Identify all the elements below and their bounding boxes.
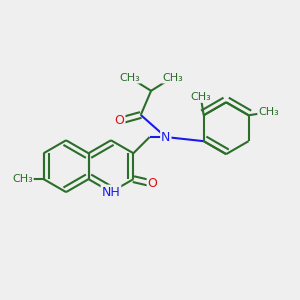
Text: CH₃: CH₃ bbox=[162, 73, 183, 82]
Text: O: O bbox=[115, 114, 124, 127]
Text: N: N bbox=[161, 130, 170, 143]
Text: O: O bbox=[148, 177, 158, 190]
Text: CH₃: CH₃ bbox=[119, 73, 140, 82]
Text: NH: NH bbox=[102, 186, 120, 199]
Text: CH₃: CH₃ bbox=[12, 174, 33, 184]
Text: CH₃: CH₃ bbox=[258, 107, 279, 117]
Text: CH₃: CH₃ bbox=[190, 92, 211, 102]
